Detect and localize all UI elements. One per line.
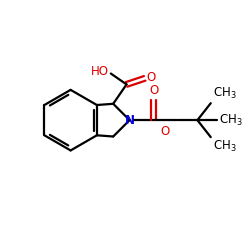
Text: HO: HO [91,64,109,78]
Text: O: O [147,71,156,84]
Text: CH$_3$: CH$_3$ [213,139,236,154]
Text: O: O [149,84,158,97]
Text: O: O [161,124,170,138]
Text: CH$_3$: CH$_3$ [219,112,242,128]
Text: CH$_3$: CH$_3$ [213,86,236,101]
Text: N: N [124,114,134,127]
